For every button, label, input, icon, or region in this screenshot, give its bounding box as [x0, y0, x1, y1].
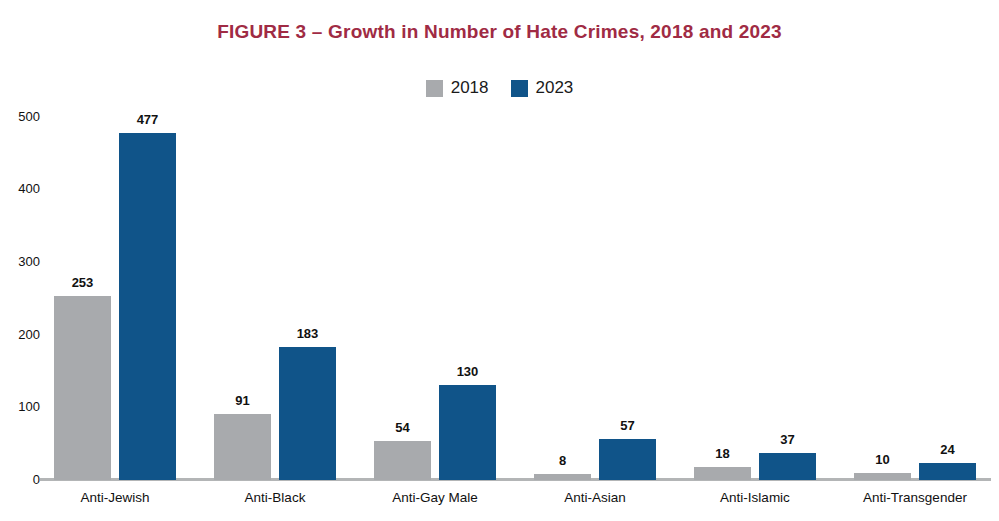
bar-value-label: 24	[899, 442, 996, 458]
bar-value-label: 18	[674, 446, 771, 462]
bar-value-label: 183	[259, 326, 356, 342]
bar-2018-anti-black	[214, 414, 271, 480]
bar-2018-anti-gay-male	[374, 441, 431, 480]
x-axis-category-label: Anti-Transgender	[830, 490, 999, 506]
bar-value-label: 91	[194, 393, 291, 409]
figure-3-hate-crimes-chart: FIGURE 3 – Growth in Number of Hate Crim…	[0, 0, 999, 521]
bar-value-label: 57	[579, 418, 676, 434]
x-axis-category-label: Anti-Gay Male	[350, 490, 520, 506]
y-axis-tick-label: 300	[4, 254, 40, 270]
bar-value-label: 37	[739, 432, 836, 448]
bar-2023-anti-jewish	[119, 133, 176, 480]
bar-value-label: 253	[34, 275, 131, 291]
bar-2018-anti-transgender	[854, 473, 911, 480]
x-axis-category-label: Anti-Asian	[510, 490, 680, 506]
bar-2018-anti-islamic	[694, 467, 751, 480]
bar-2023-anti-black	[279, 347, 336, 480]
bar-2018-anti-asian	[534, 474, 591, 480]
y-axis-tick-label: 0	[4, 472, 40, 488]
bar-value-label: 54	[354, 420, 451, 436]
bar-value-label: 8	[514, 453, 611, 469]
y-axis-tick-label: 200	[4, 327, 40, 343]
y-axis-tick-label: 100	[4, 399, 40, 415]
x-axis-category-label: Anti-Black	[190, 490, 360, 506]
bar-value-label: 477	[99, 112, 196, 128]
y-axis-tick-label: 500	[4, 109, 40, 125]
bar-2018-anti-jewish	[54, 296, 111, 480]
x-axis-category-label: Anti-Islamic	[670, 490, 840, 506]
plot-area: 0 100 200 300 400 500 253 477 Anti-Jewish 91 183 An…	[0, 0, 999, 521]
bar-value-label: 130	[419, 364, 516, 380]
y-axis-tick-label: 400	[4, 181, 40, 197]
x-axis-category-label: Anti-Jewish	[30, 490, 200, 506]
x-axis-line	[40, 478, 991, 481]
